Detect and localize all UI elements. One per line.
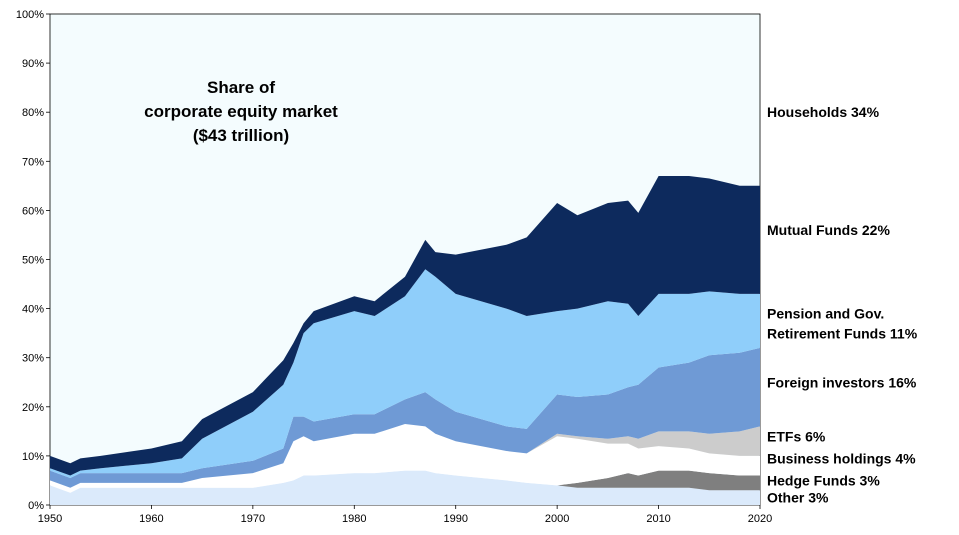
y-tick-label: 50% (22, 255, 44, 267)
x-tick-label: 1980 (342, 513, 366, 525)
y-tick-label: 80% (22, 107, 44, 119)
x-tick-label: 2020 (748, 513, 772, 525)
y-tick-label: 60% (22, 205, 44, 217)
x-tick-label: 2000 (545, 513, 569, 525)
series-label: Other 3% (767, 490, 829, 506)
x-tick-label: 1950 (38, 513, 62, 525)
y-tick-label: 10% (22, 451, 44, 463)
x-tick-label: 1970 (241, 513, 265, 525)
area-series-5 (50, 269, 760, 478)
series-label: Foreign investors 16% (767, 374, 917, 390)
chart-title: Share of corporate equity market ($43 tr… (144, 78, 338, 145)
area-series-0 (50, 470, 760, 505)
y-tick-label: 100% (16, 9, 44, 21)
area-series-6 (50, 176, 760, 476)
series-label: Households 34% (767, 104, 880, 120)
x-axis: 1950 1960 1970 1980 1990 2000 2010 2020 (38, 505, 772, 525)
x-tick-label: 2010 (646, 513, 670, 525)
y-tick-label: 40% (22, 304, 44, 316)
y-tick-label: 20% (22, 402, 44, 414)
series-label: Retirement Funds 11% (767, 325, 918, 341)
y-tick-label: 0% (28, 500, 44, 512)
y-tick-label: 70% (22, 156, 44, 168)
title-line-1: Share of (207, 78, 275, 97)
series-label: Business holdings 4% (767, 450, 916, 466)
title-line-2: corporate equity market (144, 102, 338, 121)
area-series-4 (50, 347, 760, 488)
series-label: Hedge Funds 3% (767, 472, 880, 488)
series-label: ETFs 6% (767, 428, 826, 444)
y-tick-label: 30% (22, 353, 44, 365)
x-tick-label: 1990 (443, 513, 467, 525)
title-line-3: ($43 trillion) (193, 126, 289, 145)
area-series-1 (50, 470, 760, 493)
y-axis: 0% 10% 20% 30% 40% 50% 60% 70% 80% 90% 100% (16, 9, 50, 512)
y-tick-label: 90% (22, 58, 44, 70)
series-label: Mutual Funds 22% (767, 222, 890, 238)
x-tick-label: 1960 (139, 513, 163, 525)
area-series-2 (50, 424, 760, 493)
series-label: Pension and Gov. (767, 305, 884, 321)
area-layers (50, 176, 760, 505)
series-labels: Households 34% Mutual Funds 22% Pension an… (767, 104, 918, 505)
